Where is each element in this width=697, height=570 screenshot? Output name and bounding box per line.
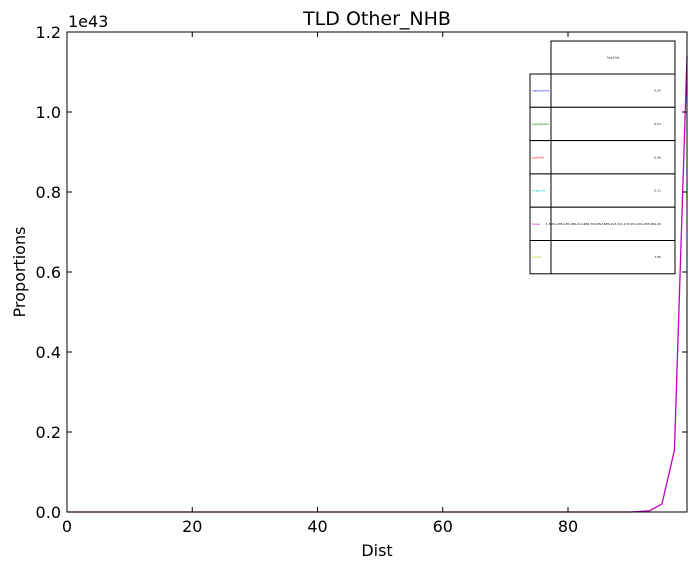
legend-row-value: 0.11 <box>654 189 661 193</box>
legend-row-label: sweetgrass <box>532 122 549 126</box>
legend-row-label: taxes <box>532 222 541 226</box>
y-tick-label: 0.6 <box>36 263 61 282</box>
offset-text: 1e43 <box>68 12 108 31</box>
legend-row-label: yellow <box>532 255 542 259</box>
legend-row-value-cell <box>550 173 676 208</box>
y-tick-label: 0.8 <box>36 183 61 202</box>
y-tick-label: 0.4 <box>36 343 61 362</box>
legend-row-value: 0.07 <box>654 122 661 126</box>
legend-row-value-cell <box>550 240 676 275</box>
x-tick-label: 60 <box>433 517 453 536</box>
x-tick-label: 20 <box>182 517 202 536</box>
legend-row-label: hogsnort <box>532 189 546 193</box>
x-tick-label: 80 <box>558 517 578 536</box>
x-axis: 0 20 40 60 80 <box>62 32 578 536</box>
legend-row-value: 0.00 <box>654 89 661 93</box>
legend-row-value: 1.50E+185,185,186,214,682,799,852,685,21… <box>546 222 661 226</box>
legend-header-label: Avg Dist <box>607 56 620 60</box>
legend-row-value-cell <box>550 106 676 142</box>
chart-title: TLD Other_NHB <box>302 8 451 30</box>
y-tick-label: 1.0 <box>36 103 61 122</box>
legend-row-value-cell <box>550 73 676 108</box>
legend-row-value: 0.06 <box>654 155 661 159</box>
y-tick-label: 0.2 <box>36 423 61 442</box>
legend-row-label: capsurance <box>532 89 549 93</box>
legend-table: Avg Dist capsurance 0.00 sweetgrass 0.07 petr… <box>529 40 676 275</box>
y-tick-label: 1.2 <box>36 23 61 42</box>
y-tick-label: 0.0 <box>36 503 61 522</box>
x-tick-label: 0 <box>62 517 72 536</box>
legend-row-value: 7.85 <box>654 255 661 259</box>
x-axis-label: Dist <box>361 541 392 560</box>
legend-header-cell <box>550 40 676 75</box>
y-axis-label: Proportions <box>10 227 29 318</box>
legend-row-value-cell <box>550 206 676 241</box>
y-axis: 0.0 0.2 0.4 0.6 0.8 1.0 1.2 <box>36 23 687 522</box>
legend-row-label: petrolet <box>532 155 545 159</box>
x-tick-label: 40 <box>307 517 327 536</box>
